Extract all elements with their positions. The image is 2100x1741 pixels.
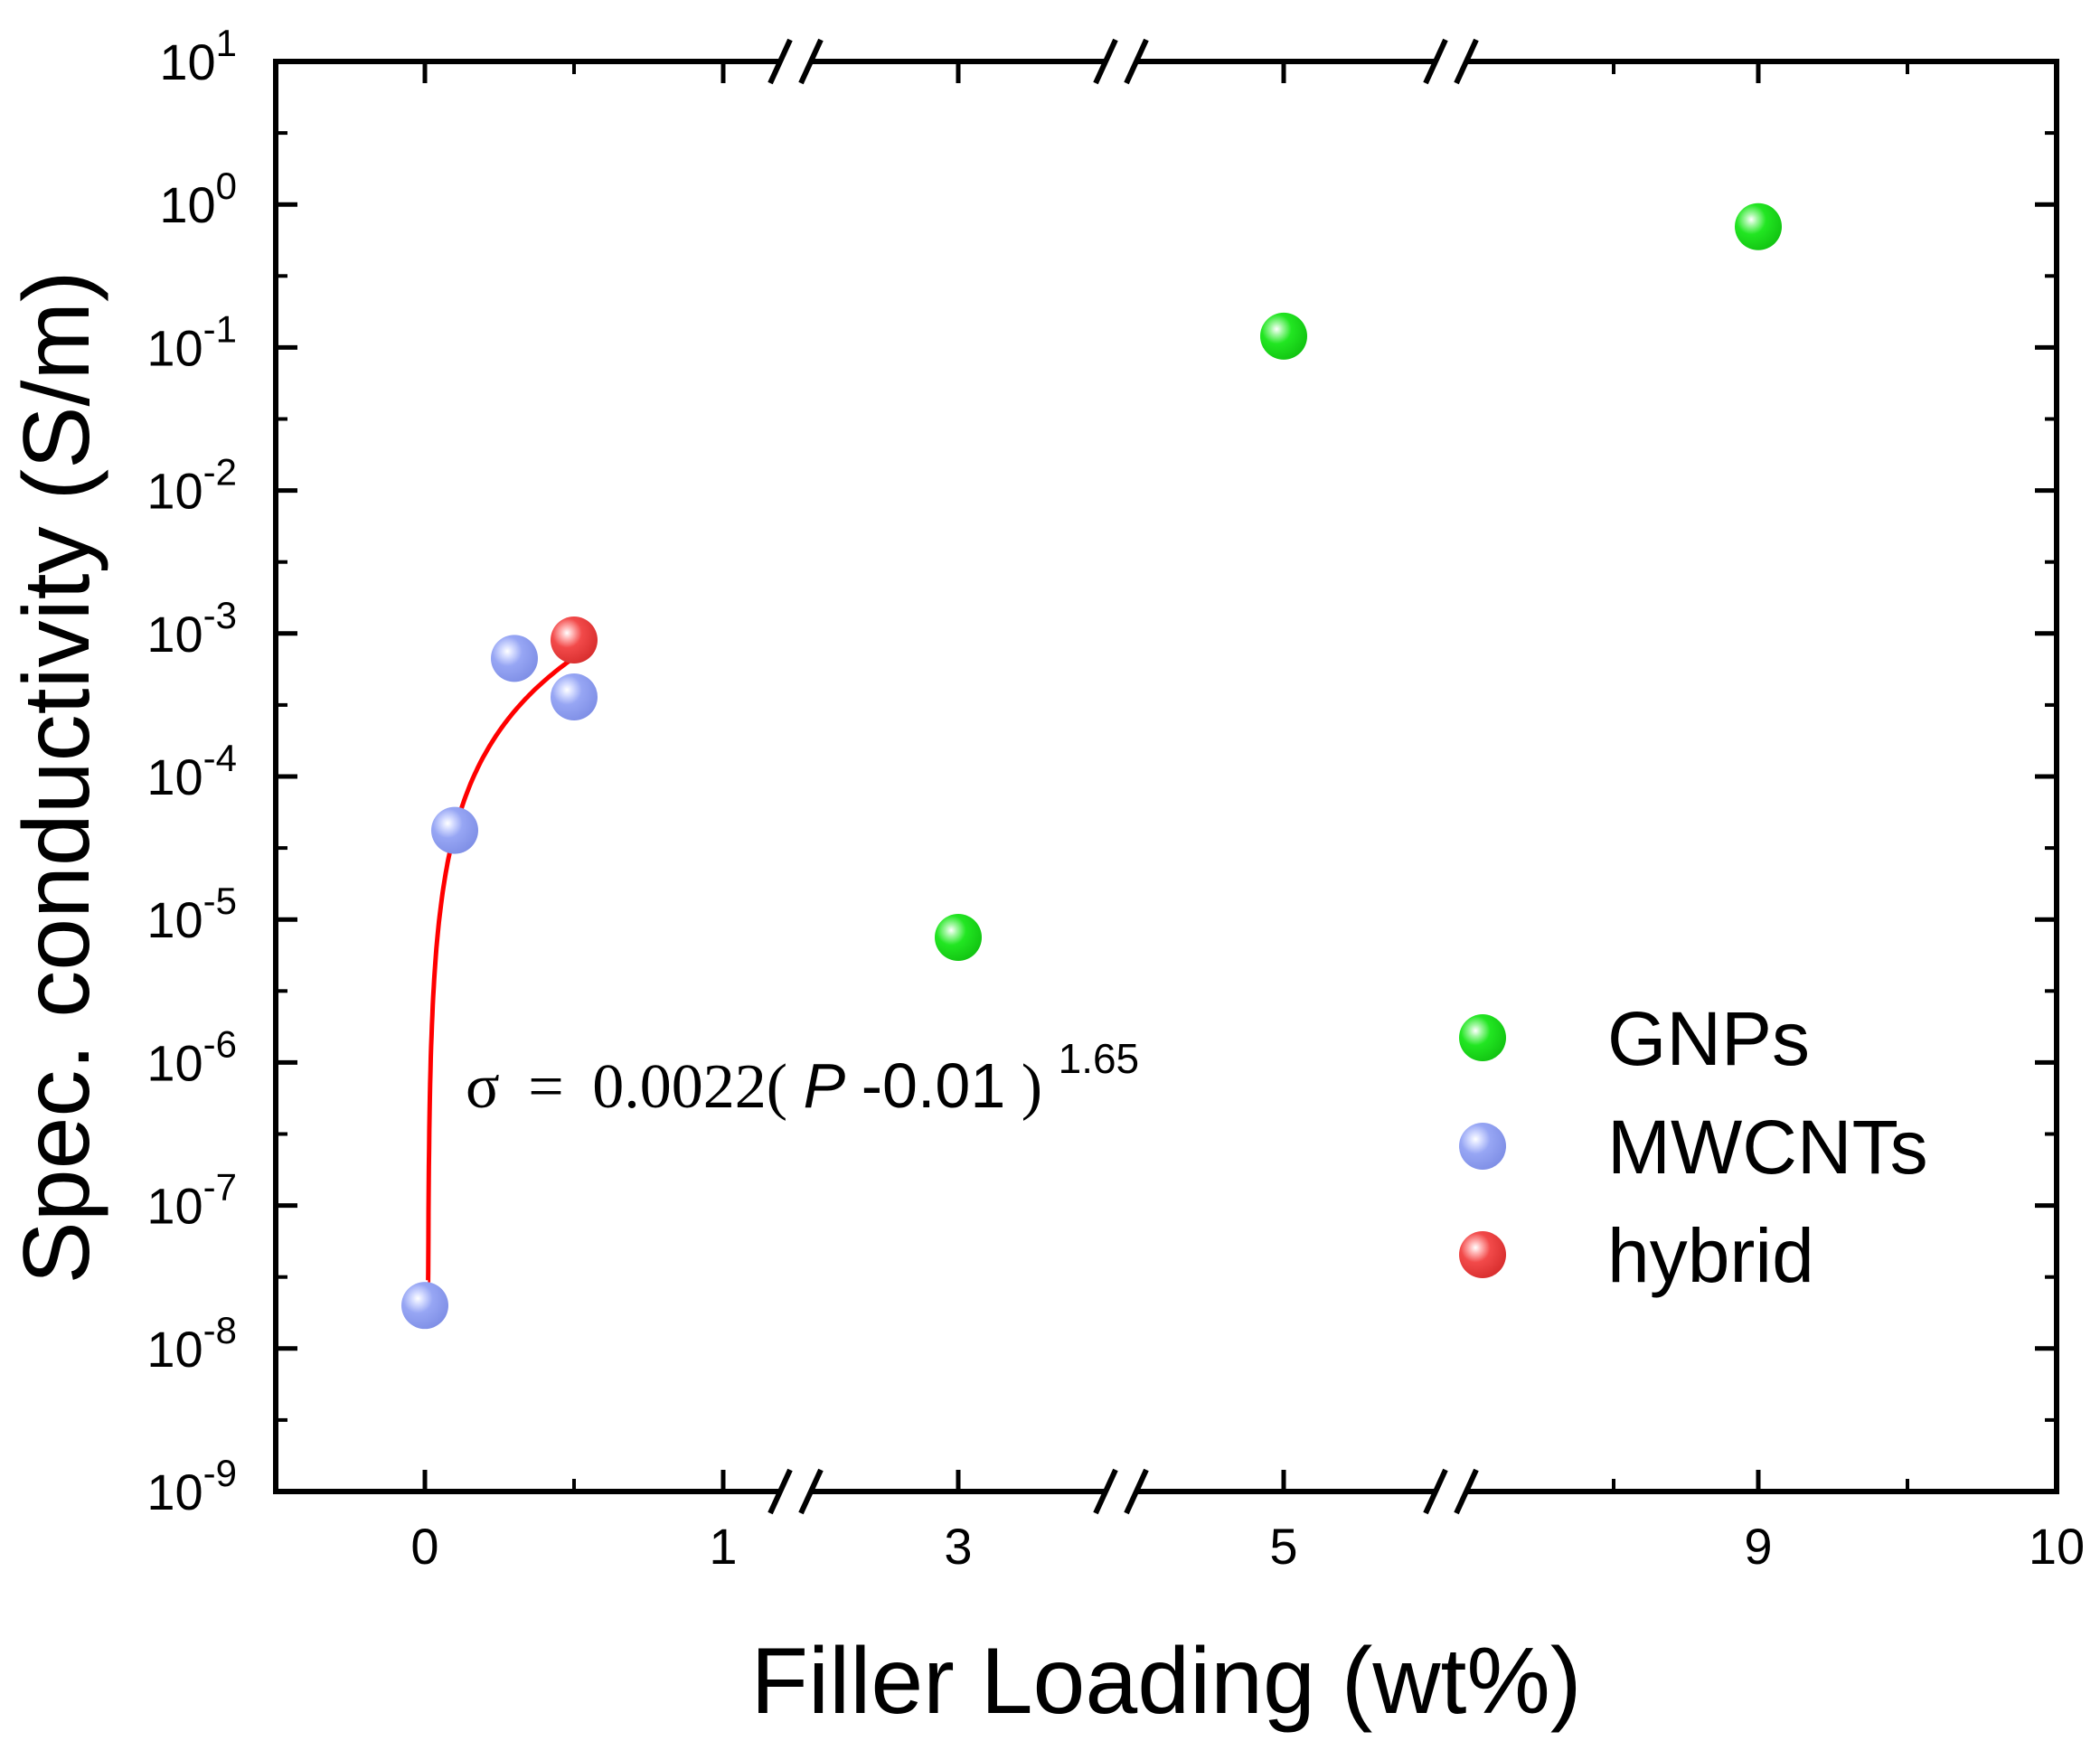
x-tick-label: 9 [1744,1518,1772,1575]
points-layer [401,202,1782,1330]
y-tick-label: 10-2 [146,451,237,520]
y-tick-label: 101 [159,22,237,90]
legend-marker-hybrid [1459,1231,1506,1278]
point-hybrid [551,616,598,664]
legend: GNPs MWCNTs hybrid [1459,996,1928,1298]
fit-offset: -0.01 [862,1050,1006,1121]
point-mwcnts [401,1282,448,1330]
axis-break-slash [1093,1468,1118,1515]
fit-coefficient: 0.0022( [592,1052,787,1122]
y-tick-label: 10-8 [146,1309,237,1378]
y-tick-label: 10-4 [146,737,237,805]
x-axis: 0 1 3 5 9 10 [410,61,2085,1575]
x-tick-label: 10 [2029,1518,2085,1575]
y-tick-label: 10-1 [146,307,237,376]
fit-close: ) [1022,1052,1042,1122]
x-axis-title: Filler Loading (wt%) [751,1629,1582,1734]
axis-break-top-3 [1423,38,1479,85]
legend-marker-gnps [1459,1014,1506,1061]
legend-label-gnps: GNPs [1607,996,1810,1081]
legend-marker-mwcnts [1459,1123,1506,1170]
axis-break-gap [1105,56,1137,67]
x-tick-label: 3 [944,1518,972,1575]
fit-variable: P [804,1050,846,1121]
y-tick-label: 10-7 [146,1166,237,1235]
fit-exponent: 1.65 [1059,1035,1140,1082]
y-axis: 101 100 10-1 10-2 10-3 10-4 10-5 10-6 10-7 10-8 10… [146,22,2057,1520]
y-tick-label: 10-3 [146,594,237,663]
axis-break-gap [779,1486,812,1497]
axis-break-slash [1124,38,1149,85]
axis-break-bottom-3 [1423,1468,1479,1515]
axis-break-bottom-1 [767,1468,824,1515]
y-tick-label: 100 [159,165,237,233]
y-tick-label: 10-9 [146,1452,237,1520]
x-tick-label: 5 [1269,1518,1297,1575]
axis-break-bottom-2 [1093,1468,1149,1515]
x-tick-label: 0 [410,1518,438,1575]
point-gnps [1260,312,1307,360]
point-mwcnts [551,673,598,720]
y-tick-label: 10-6 [146,1022,237,1091]
axis-break-slash [767,1468,793,1515]
legend-item-mwcnts: MWCNTs [1459,1105,1928,1190]
axis-break-slash [767,38,793,85]
axis-break-gap [1435,56,1467,67]
point-mwcnts [491,635,538,682]
axis-break-slash [1423,1468,1448,1515]
fit-sigma: σ [466,1052,500,1122]
axis-break-gap [1105,1486,1137,1497]
fit-curve [426,655,576,1283]
axis-break-top-1 [767,38,824,85]
legend-label-mwcnts: MWCNTs [1607,1105,1928,1190]
axis-break-gap [1435,1486,1467,1497]
axis-break-top-2 [1093,38,1149,85]
legend-item-gnps: GNPs [1459,996,1810,1081]
point-gnps [935,913,982,961]
axis-break-gap [779,56,812,67]
y-axis-title: Spec. conductivity (S/m) [5,270,109,1284]
fit-equals: = [528,1052,563,1122]
y-tick-label: 10-5 [146,880,237,948]
axis-break-slash [1124,1468,1149,1515]
axis-break-slash [798,38,824,85]
axis-break-slash [1454,1468,1479,1515]
axis-break-slash [1093,38,1118,85]
point-mwcnts [431,806,478,854]
fit-layer [426,655,576,1283]
legend-item-hybrid: hybrid [1459,1213,1814,1298]
legend-label-hybrid: hybrid [1607,1213,1814,1298]
point-gnps [1735,202,1782,250]
axis-break-slash [1423,38,1448,85]
axis-break-slash [798,1468,824,1515]
x-tick-label: 1 [709,1518,737,1575]
fit-equation: σ = 0.0022( P -0.01 ) 1.65 [466,1035,1139,1122]
axis-break-slash [1454,38,1479,85]
